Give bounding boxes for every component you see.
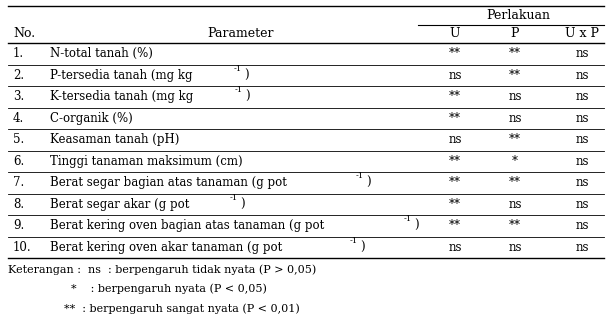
Text: 8.: 8. xyxy=(13,198,24,211)
Text: P: P xyxy=(511,27,519,40)
Text: 7.: 7. xyxy=(13,176,24,189)
Text: Keasaman tanah (pH): Keasaman tanah (pH) xyxy=(50,133,179,146)
Text: *: * xyxy=(512,155,518,168)
Text: ): ) xyxy=(414,219,419,232)
Text: **: ** xyxy=(449,112,461,125)
Text: K-tersedia tanah (mg kg: K-tersedia tanah (mg kg xyxy=(50,90,193,103)
Text: Berat kering oven bagian atas tanaman (g pot: Berat kering oven bagian atas tanaman (g… xyxy=(50,219,324,232)
Text: **  : berpengaruh sangat nyata (P < 0,01): ** : berpengaruh sangat nyata (P < 0,01) xyxy=(8,303,300,314)
Text: N-total tanah (%): N-total tanah (%) xyxy=(50,47,153,60)
Text: **: ** xyxy=(509,47,521,60)
Text: ): ) xyxy=(367,176,371,189)
Text: P-tersedia tanah (mg kg: P-tersedia tanah (mg kg xyxy=(50,69,193,82)
Text: **: ** xyxy=(509,219,521,232)
Text: 9.: 9. xyxy=(13,219,24,232)
Text: **: ** xyxy=(509,133,521,146)
Text: Berat segar akar (g pot: Berat segar akar (g pot xyxy=(50,198,189,211)
Text: ns: ns xyxy=(508,90,522,103)
Text: Keterangan :  ns  : berpengaruh tidak nyata (P > 0,05): Keterangan : ns : berpengaruh tidak nyat… xyxy=(8,264,316,274)
Text: ): ) xyxy=(241,198,245,211)
Text: U x P: U x P xyxy=(565,27,599,40)
Text: **: ** xyxy=(449,198,461,211)
Text: ns: ns xyxy=(508,112,522,125)
Text: 4.: 4. xyxy=(13,112,24,125)
Text: ): ) xyxy=(245,69,249,82)
Text: ns: ns xyxy=(575,219,589,232)
Text: ns: ns xyxy=(448,69,461,82)
Text: ): ) xyxy=(360,241,365,254)
Text: ns: ns xyxy=(575,47,589,60)
Text: ns: ns xyxy=(575,112,589,125)
Text: **: ** xyxy=(449,219,461,232)
Text: **: ** xyxy=(449,176,461,189)
Text: ns: ns xyxy=(575,241,589,254)
Text: ns: ns xyxy=(508,241,522,254)
Text: -1: -1 xyxy=(235,86,243,94)
Text: **: ** xyxy=(449,155,461,168)
Text: Berat segar bagian atas tanaman (g pot: Berat segar bagian atas tanaman (g pot xyxy=(50,176,287,189)
Text: ns: ns xyxy=(575,69,589,82)
Text: ns: ns xyxy=(575,133,589,146)
Text: ns: ns xyxy=(448,241,461,254)
Text: -1: -1 xyxy=(234,65,242,73)
Text: 3.: 3. xyxy=(13,90,24,103)
Text: Perlakuan: Perlakuan xyxy=(487,9,551,22)
Text: *    : berpengaruh nyata (P < 0,05): * : berpengaruh nyata (P < 0,05) xyxy=(8,284,267,294)
Text: ns: ns xyxy=(508,198,522,211)
Text: 6.: 6. xyxy=(13,155,24,168)
Text: -1: -1 xyxy=(349,237,358,245)
Text: -1: -1 xyxy=(404,215,412,223)
Text: ns: ns xyxy=(575,90,589,103)
Text: ns: ns xyxy=(575,198,589,211)
Text: ns: ns xyxy=(448,133,461,146)
Text: **: ** xyxy=(509,176,521,189)
Text: ns: ns xyxy=(575,176,589,189)
Text: ns: ns xyxy=(575,155,589,168)
Text: **: ** xyxy=(449,90,461,103)
Text: 5.: 5. xyxy=(13,133,24,146)
Text: 10.: 10. xyxy=(13,241,32,254)
Text: 1.: 1. xyxy=(13,47,24,60)
Text: ): ) xyxy=(245,90,250,103)
Text: C-organik (%): C-organik (%) xyxy=(50,112,133,125)
Text: -1: -1 xyxy=(230,194,238,202)
Text: **: ** xyxy=(509,69,521,82)
Text: -1: -1 xyxy=(356,172,364,180)
Text: Berat kering oven akar tanaman (g pot: Berat kering oven akar tanaman (g pot xyxy=(50,241,282,254)
Text: U: U xyxy=(450,27,460,40)
Text: Parameter: Parameter xyxy=(207,27,274,40)
Text: 2.: 2. xyxy=(13,69,24,82)
Text: **: ** xyxy=(449,47,461,60)
Text: Tinggi tanaman maksimum (cm): Tinggi tanaman maksimum (cm) xyxy=(50,155,242,168)
Text: No.: No. xyxy=(13,27,35,40)
